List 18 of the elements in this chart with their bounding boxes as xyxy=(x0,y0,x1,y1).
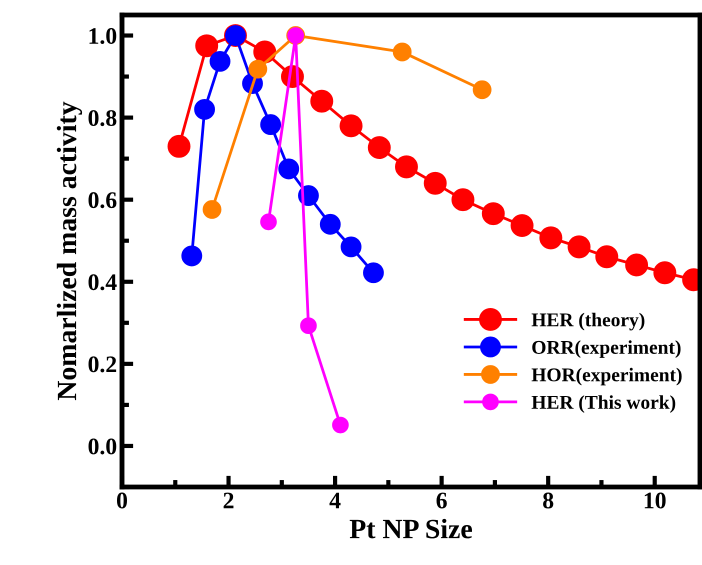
x-tick-label: 8 xyxy=(543,492,554,508)
y-tick-label: 0.0 xyxy=(88,438,116,454)
y-tick-label: 0.4 xyxy=(88,274,117,290)
x-tick-label: 6 xyxy=(436,492,447,508)
legend-label: ORR(experiment) xyxy=(532,340,681,358)
y-tick-label: 0.2 xyxy=(88,356,116,372)
y-axis-title: Nomarlized mass activity xyxy=(56,102,82,400)
x-tick-label: 0 xyxy=(116,492,128,508)
x-tick-label: 4 xyxy=(330,492,341,508)
y-tick-label: 0.8 xyxy=(88,110,116,126)
x-tick-label: 2 xyxy=(224,492,234,508)
legend-label: HOR(experiment) xyxy=(532,368,682,386)
x-tick-label: 10 xyxy=(644,492,666,508)
x-axis-title: Pt NP Size xyxy=(350,518,472,538)
y-tick-label: 0.6 xyxy=(88,192,116,208)
legend-label: HER (theory) xyxy=(532,312,644,330)
y-tick-label: 1.0 xyxy=(90,28,116,44)
legend-label: HER (This work) xyxy=(532,395,676,413)
